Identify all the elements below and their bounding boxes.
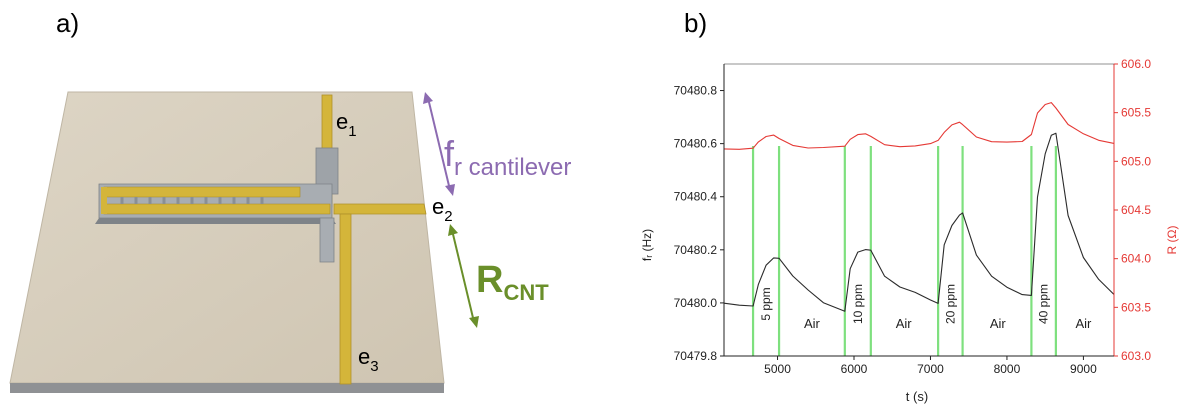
y-left-tick-label-1: 70479.8 [674,349,718,363]
e1-label: e1 [336,109,357,140]
y-left-tick-label-6: 70480.8 [674,84,718,98]
panel-label-a: a) [56,8,80,38]
x-tick-label-4: 8000 [994,362,1021,376]
series-layer [723,102,1115,312]
electrode-e3-strip [339,213,352,385]
y-left-tick-label-5: 70480.6 [674,137,718,151]
plot-area [724,64,1114,356]
phase-label-6: Air [990,316,1007,331]
x-axis-label: t (s) [906,389,928,404]
x-tick-label-1: 5000 [764,362,791,376]
x-tick-label-2: 6000 [841,362,868,376]
phase-label-4: Air [896,316,913,331]
y-right-tick-label-6: 605.5 [1121,106,1151,120]
phase-label-8: Air [1075,316,1092,331]
fr-arrow [423,92,455,196]
cantilever [95,183,336,263]
y-left-tick-label-4: 70480.4 [674,190,718,204]
panel-label-b: b) [684,8,708,38]
x-tick-label-5: 9000 [1070,362,1097,376]
rcnt-arrow [448,224,479,328]
phase-label-7: 40 ppm [1037,284,1051,324]
e3-label: e3 [358,344,379,375]
series-resistance-line [723,102,1115,150]
y-axis-right-label: R (Ω) [1165,226,1179,255]
rcnt-label: RCNT [476,259,549,305]
y-axis-left-label: fᵣ (Hz) [640,229,654,261]
y-right-tick-label-5: 605.0 [1121,154,1151,168]
phase-label-1: 5 ppm [759,287,773,320]
y-right-tick-label-3: 604.0 [1121,252,1151,266]
y-right-tick-label-1: 603.0 [1121,349,1151,363]
phase-label-2: Air [804,316,821,331]
x-tick-label-3: 7000 [917,362,944,376]
axes: 5000 6000 7000 8000 9000 70479.8 70480.0 70480.… [674,57,1152,376]
phase-labels: 5 ppm Air 10 ppm Air 20 ppm Air 40 ppm Air [759,284,1092,331]
fr-label: fr cantilever [444,133,571,181]
phase-label-5: 20 ppm [943,284,957,324]
y-left-tick-label-3: 70480.2 [674,243,718,257]
device-schematic: e1 e2 e3 fr cantilever RCNT [9,91,571,393]
y-right-tick-label-2: 603.5 [1121,300,1151,314]
y-left-tick-label-2: 70480.0 [674,296,718,310]
series-frequency-line [723,132,1115,312]
phase-label-3: 10 ppm [851,284,865,324]
y-right-tick-label-7: 606.0 [1121,57,1151,71]
plot-background [724,64,1114,356]
electrode-e2-strip [333,203,427,215]
exposure-lines [751,146,1057,356]
y-right-tick-label-4: 604.5 [1121,203,1151,217]
e2-label: e2 [432,194,453,225]
